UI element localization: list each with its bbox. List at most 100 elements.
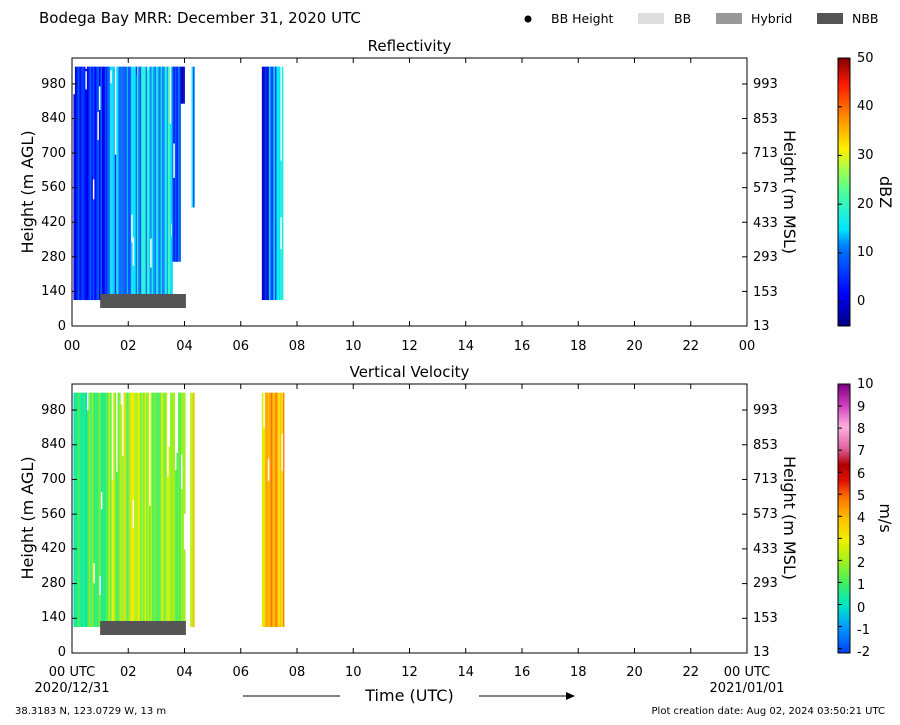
data-column-0 [97,66,100,301]
data-column-2 [155,392,157,627]
data-column-7 [274,66,277,301]
data-column-2 [141,392,144,627]
data-gap [183,513,186,550]
data-column-0 [74,392,77,627]
velocity-panel: Vertical Velocity 0 140 280 420 560 700 … [18,363,895,680]
data-column-2 [136,74,139,301]
x-tick-02: 02 [120,665,137,680]
data-column-6 [267,66,270,301]
data-column-2 [150,392,153,627]
data-column-2 [147,392,150,627]
left-tick-280: 280 [41,250,66,265]
x-tick-12: 12 [401,665,418,680]
vel-tick-0: 0 [857,601,865,616]
data-column-2 [120,404,123,627]
right-tick-993: 993 [753,77,778,92]
data-column-2 [153,66,155,301]
x-tick-06: 06 [232,665,249,680]
left-tick-140: 140 [41,284,66,299]
data-column-5 [279,392,282,627]
data-column-3 [171,66,174,262]
data-column-2 [166,66,169,301]
data-column-5 [273,392,276,627]
data-column-1 [107,66,109,301]
vel-tick-1: 1 [857,578,865,593]
data-gap [131,214,133,243]
right-tick-713: 713 [753,472,778,487]
data-column-0 [98,66,101,301]
data-column-1 [97,392,100,627]
x-tick-14: 14 [457,665,474,680]
data-column-0 [73,94,76,301]
data-column-0 [100,66,103,301]
x-tick-20: 20 [626,665,643,680]
data-column-2 [168,66,170,301]
velocity-colorbar-label: m/s [876,503,895,532]
vel-tick-5: 5 [857,489,865,504]
velocity-nbb-bar [100,621,186,635]
data-column-1 [125,66,127,301]
data-column-3 [176,452,179,627]
velocity-colorbar-tickmarks [838,383,842,650]
right-tick-713: 713 [753,146,778,161]
data-column-2 [157,66,160,301]
vel-tick-7: 7 [857,444,865,459]
data-column-5 [282,392,285,627]
data-column-2 [161,392,163,627]
x-tick-00: 00 [64,339,81,354]
data-gap [281,433,283,471]
vel-tick-2: 2 [857,556,865,571]
data-column-0 [80,66,83,301]
vel-tick-8: 8 [857,422,865,437]
data-column-2 [108,392,111,627]
data-column-0 [74,66,77,301]
vel-tick-4: 4 [857,511,865,526]
dbz-colorbar-label: dBZ [876,176,895,208]
data-gap [267,458,270,482]
x-tick-02: 02 [120,339,137,354]
data-column-2 [153,392,156,627]
data-column-2 [126,392,129,627]
dbz-colorbar-gradient [837,57,851,327]
velocity-left-axis: 0 140 280 420 560 700 840 980 [41,403,66,660]
right-tick-993: 993 [753,403,778,418]
right-tick-13: 13 [753,645,770,660]
data-column-1 [105,392,107,627]
data-column-1 [110,66,112,301]
data-column-0 [95,66,98,301]
data-column-2 [142,66,145,301]
station-location: 38.3183 N, 123.0729 W, 13 m [15,706,166,717]
data-column-2 [138,66,140,301]
data-gap [97,111,100,141]
data-gap [100,492,103,510]
data-column-1 [99,392,101,627]
data-column-4 [183,66,185,104]
data-column-1 [105,66,108,301]
data-gap [99,576,101,595]
vel-tick-neg2: -2 [857,645,870,660]
x-tick-16: 16 [514,665,531,680]
x-tick-08: 08 [289,665,306,680]
data-column-0 [73,392,76,627]
data-column-1 [134,66,136,301]
data-column-4 [193,392,195,627]
right-tick-573: 573 [753,507,778,522]
data-column-2 [117,392,120,627]
x-tick-04: 04 [176,339,193,354]
data-column-5 [281,392,283,627]
data-column-6 [266,66,268,301]
data-column-3 [179,66,181,262]
data-column-0 [88,66,91,301]
data-column-2 [135,392,138,627]
data-column-0 [80,392,83,627]
left-tick-980: 980 [41,77,66,92]
right-tick-153: 153 [753,611,778,626]
data-column-2 [149,506,151,627]
data-column-3 [170,392,173,627]
dbz-tick-10: 10 [857,245,874,260]
data-column-2 [159,66,161,301]
data-column-2 [113,392,115,627]
data-column-2 [145,66,148,301]
left-tick-700: 700 [41,472,66,487]
